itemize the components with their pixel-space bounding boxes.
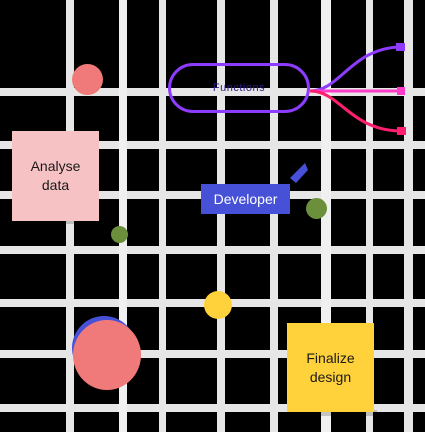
sticky-note-text: Analyse data xyxy=(30,158,81,193)
branch-end-top-icon xyxy=(396,43,405,51)
branch-end-bottom-icon xyxy=(397,127,406,135)
mindmap-root-node[interactable]: Functions xyxy=(168,63,310,113)
note-shadow xyxy=(16,218,103,224)
sticky-note-text: Finalize design xyxy=(306,349,355,385)
note-shadow xyxy=(290,410,377,416)
branch-end-middle-icon xyxy=(397,87,405,95)
mindmap-root-label: Functions xyxy=(212,82,266,94)
green-dot xyxy=(306,198,327,219)
coral-dot xyxy=(72,64,103,95)
large-coral-dot xyxy=(73,320,141,390)
yellow-dot xyxy=(204,291,232,319)
sticky-note-analyse[interactable]: Analyse data xyxy=(12,131,99,221)
mindmap-branch-bottom xyxy=(309,89,401,133)
cursor-marker-icon xyxy=(290,163,308,183)
sticky-note-finalize[interactable]: Finalize design xyxy=(287,323,374,412)
developer-tag[interactable]: Developer xyxy=(201,184,290,214)
green-dot xyxy=(111,226,128,243)
developer-tag-label: Developer xyxy=(213,191,278,207)
